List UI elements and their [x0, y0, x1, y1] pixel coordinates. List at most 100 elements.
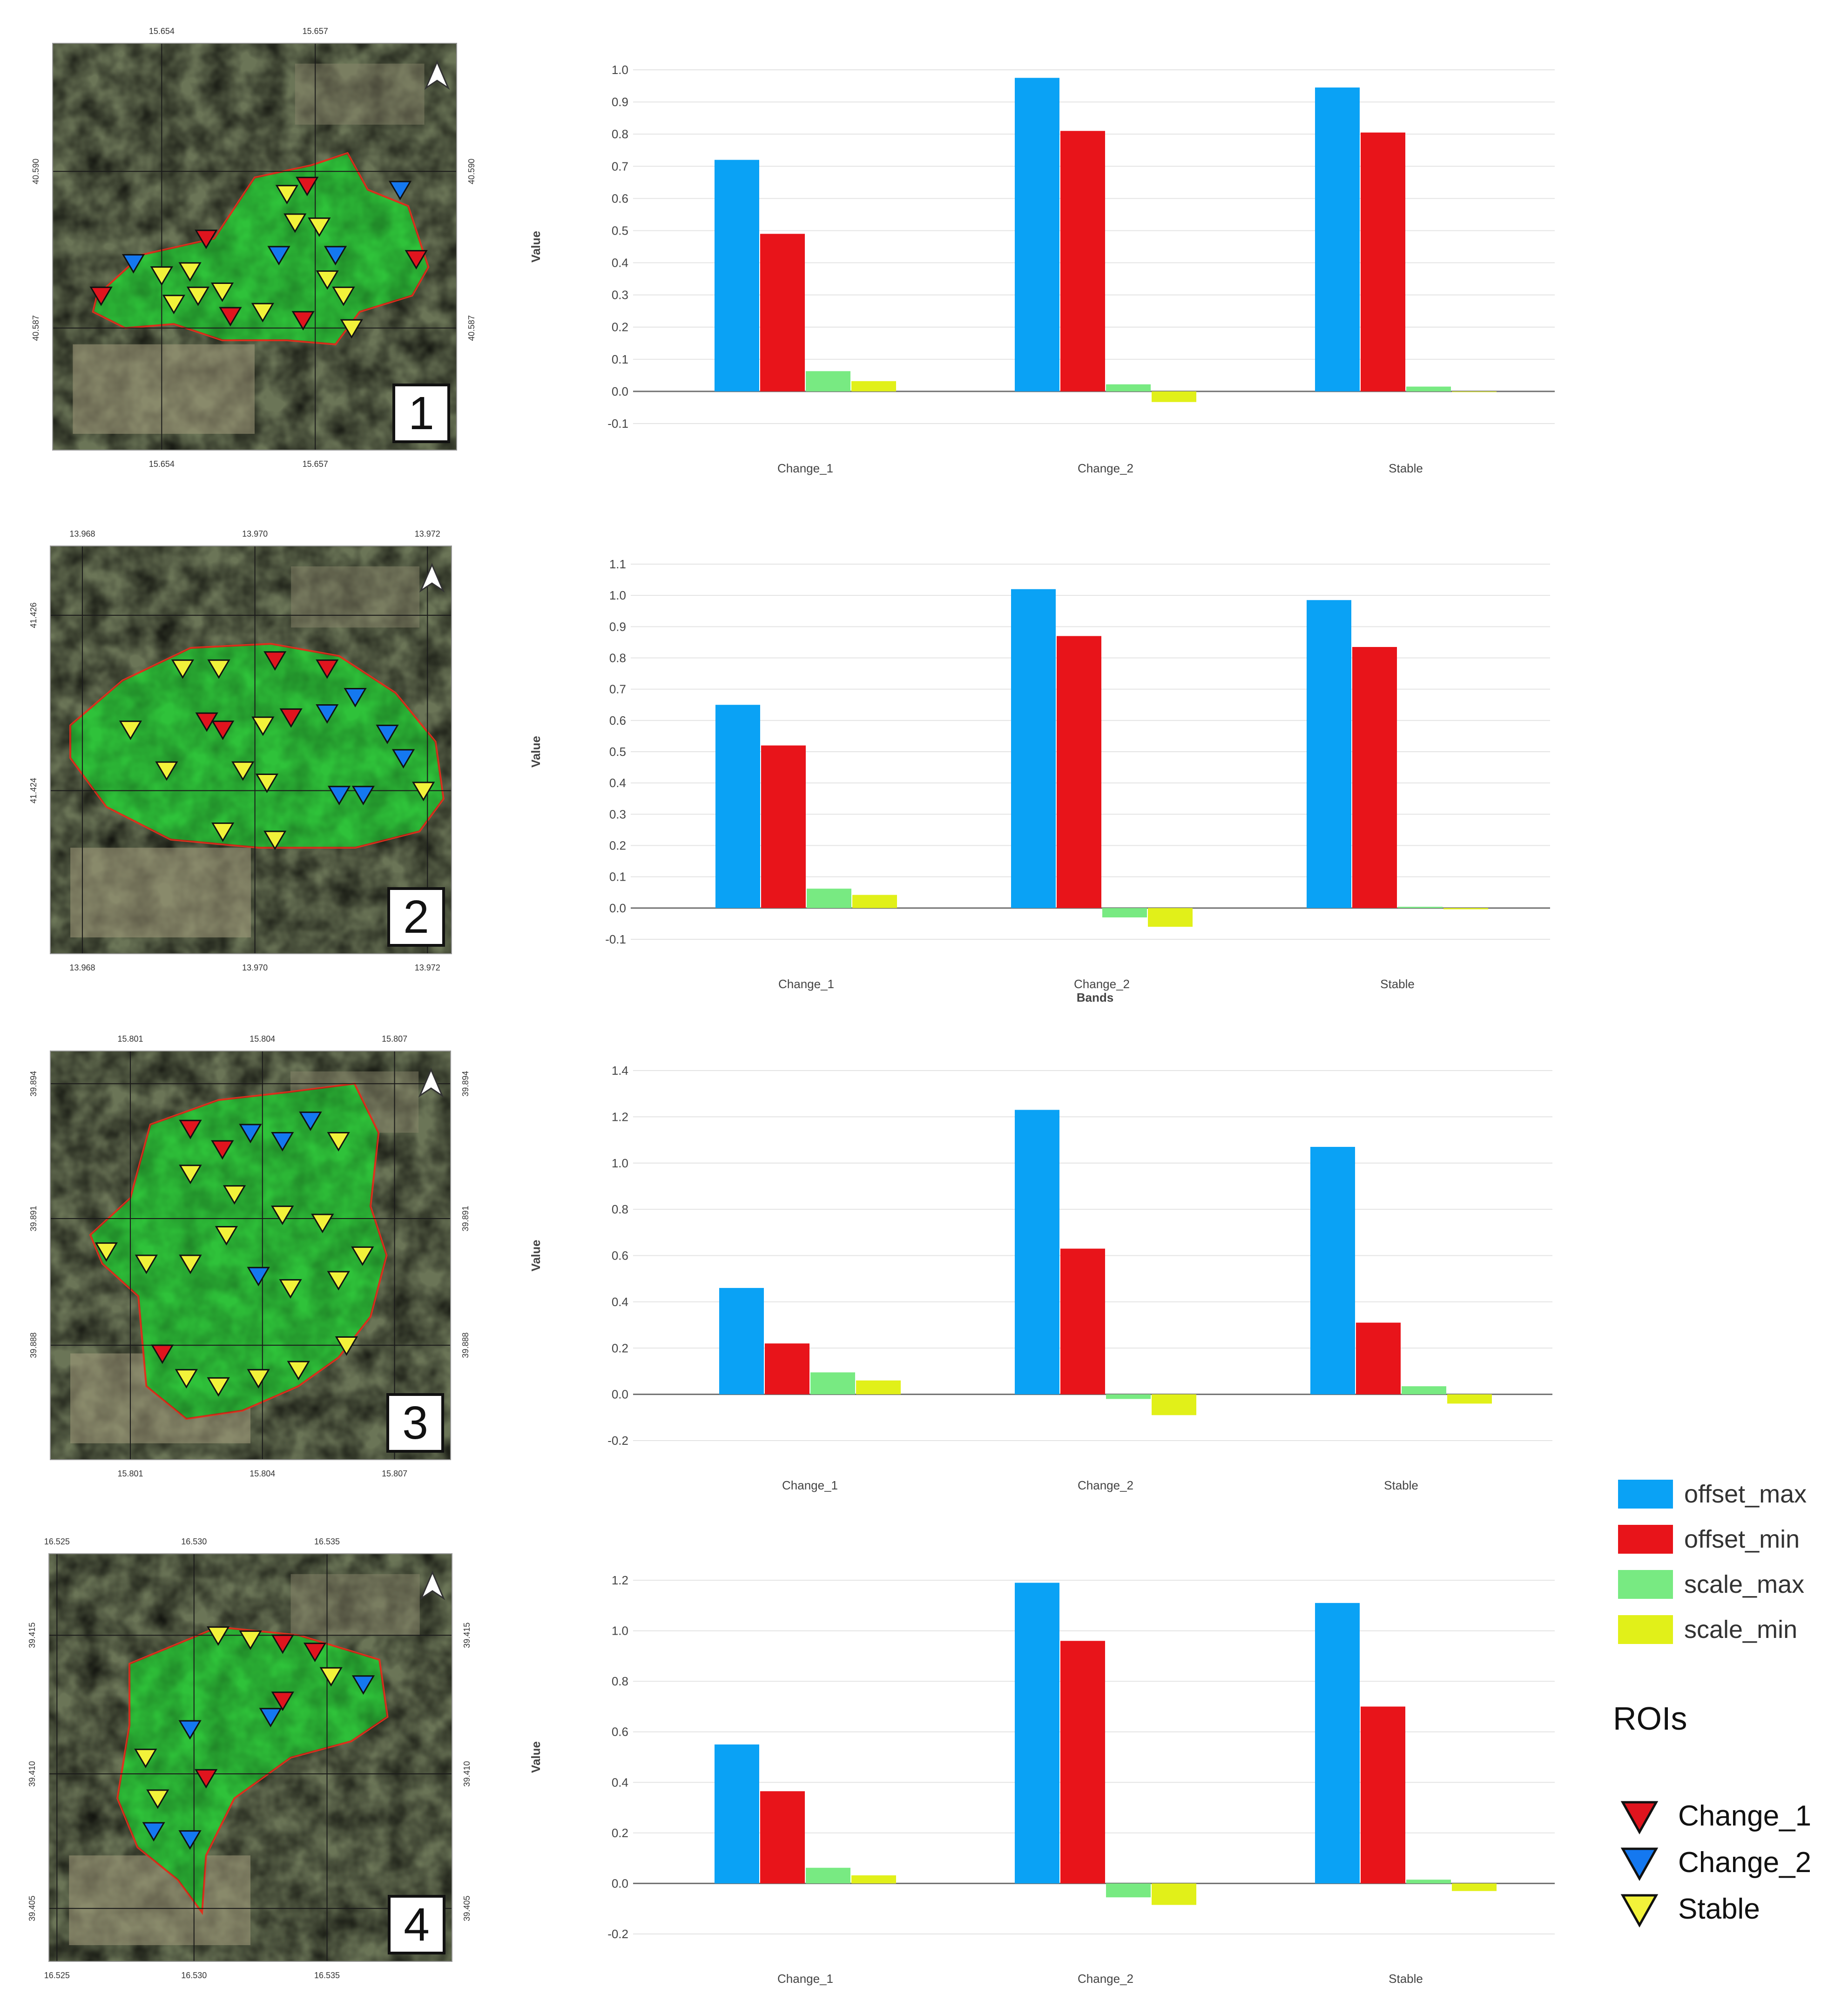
y-tick-label: 1.4	[612, 1064, 628, 1078]
left-tick-label: 39.410	[27, 1761, 37, 1787]
y-tick-label: 1.1	[609, 557, 626, 571]
roi-marker	[135, 1254, 158, 1274]
panel-number: 3	[402, 1397, 428, 1449]
bar-scale_min-Change_1	[852, 895, 897, 908]
roi-marker	[231, 761, 255, 781]
top-tick-label: 15.804	[250, 1034, 275, 1044]
roi-marker	[247, 1267, 270, 1287]
north-arrow-icon	[419, 563, 445, 593]
y-tick-label: 0.4	[612, 256, 628, 270]
roi-marker	[219, 307, 242, 327]
bar-offset_max-Change_2	[1011, 589, 1056, 908]
y-tick-label: 0.4	[612, 1775, 628, 1789]
roi-marker	[251, 716, 275, 736]
y-tick-label: 0.1	[612, 352, 628, 366]
roi-marker	[303, 1643, 327, 1662]
legend-roi-label: Change_1	[1678, 1800, 1811, 1832]
y-tick-label: 1.2	[612, 1110, 628, 1124]
y-tick-label: 0.5	[612, 223, 628, 237]
bar-scale_max-Change_1	[806, 371, 850, 391]
legend-swatch-offset_min	[1618, 1525, 1673, 1554]
y-tick-label: 0.6	[609, 714, 626, 728]
right-tick-label: 40.590	[467, 159, 476, 184]
y-tick-label: 0.1	[609, 870, 626, 884]
bar-offset_min-Change_1	[760, 234, 805, 391]
right-tick-label: 39.888	[461, 1333, 470, 1358]
bar-offset_max-Stable	[1315, 1603, 1360, 1884]
map-panels: 1 15.654 15.657 15.654 15.657 40.590 40.587 40.…	[27, 27, 476, 1980]
roi-marker	[146, 1789, 169, 1809]
legend-roi-label: Change_2	[1678, 1846, 1811, 1879]
y-tick-label: -0.2	[607, 1927, 628, 1941]
roi-marker	[195, 712, 218, 732]
roi-marker	[328, 786, 351, 806]
top-tick-label: 16.535	[314, 1537, 340, 1546]
y-axis-label: Value	[529, 1741, 543, 1773]
legend-rois-title: ROIs	[1613, 1700, 1687, 1737]
roi-marker	[211, 721, 235, 740]
left-tick-label: 39.891	[29, 1206, 38, 1231]
legend-label-offset_max: offset_max	[1684, 1480, 1807, 1508]
y-tick-label: 0.5	[609, 745, 626, 759]
x-tick-label: Change_1	[778, 977, 834, 991]
top-tick-label: 15.807	[382, 1034, 407, 1044]
map-frame	[48, 1553, 452, 1962]
roi-marker	[263, 830, 287, 850]
bar-scale_min-Change_2	[1152, 1394, 1196, 1415]
map-frame	[50, 1051, 451, 1460]
roi-marker	[175, 1369, 198, 1389]
panel-number: 1	[408, 387, 434, 439]
bar-offset_max-Change_1	[715, 705, 760, 908]
roi-marker	[186, 286, 210, 306]
bar-offset_min-Stable	[1361, 132, 1405, 391]
map-panel-2: 2 13.968 13.970 13.972 13.968 13.970 13.972 41.…	[29, 529, 452, 972]
roi-marker	[207, 1626, 230, 1646]
roi-marker	[121, 254, 145, 274]
legend-roi-marker-icon	[1620, 1894, 1659, 1928]
bar-offset_min-Change_2	[1057, 636, 1101, 908]
right-tick-label: 39.891	[461, 1206, 470, 1231]
legend-swatch-scale_max	[1618, 1570, 1673, 1599]
bottom-tick-label: 16.535	[314, 1971, 340, 1980]
left-tick-label: 39.415	[27, 1623, 37, 1648]
field-patch	[295, 63, 425, 125]
y-tick-label: 0.0	[612, 1876, 628, 1890]
roi-marker	[283, 213, 307, 233]
bar-scale_min-Change_2	[1152, 1883, 1196, 1905]
bar-scale_max-Stable	[1398, 907, 1443, 908]
north-arrow-icon	[419, 1570, 445, 1601]
y-tick-label: 0.4	[609, 776, 626, 790]
y-tick-label: 0.8	[612, 1674, 628, 1688]
x-tick-label: Change_2	[1078, 1478, 1133, 1492]
bar-chart-4: -0.2 0.0 0.2 0.4 0.6 0.8 1.0 1.2 Value Change_1 Ch…	[529, 1573, 1555, 1986]
roi-marker	[247, 1369, 270, 1389]
y-tick-label: 0.9	[612, 95, 628, 109]
y-axis-label: Value	[529, 736, 543, 768]
roi-marker	[271, 1634, 294, 1654]
field-patch	[69, 1855, 251, 1945]
bottom-tick-label: 13.968	[69, 963, 95, 972]
roi-marker	[291, 311, 315, 331]
bottom-tick-label: 15.804	[250, 1469, 275, 1478]
bar-scale_min-Stable	[1447, 1394, 1492, 1404]
bar-scale_min-Stable	[1452, 1883, 1497, 1891]
roi-marker	[195, 1769, 218, 1789]
top-tick-label: 15.654	[149, 27, 175, 36]
roi-marker	[327, 1271, 350, 1291]
bar-offset_min-Change_1	[761, 745, 806, 908]
roi-marker	[89, 286, 113, 306]
panel-number-box	[387, 887, 445, 947]
roi-marker	[171, 659, 195, 679]
y-tick-label: 1.0	[609, 588, 626, 602]
field-patch	[291, 566, 420, 628]
y-tick-label: 0.6	[612, 1249, 628, 1263]
map-panel-3: 3 15.801 15.804 15.807 15.801 15.804 15.807 39.…	[29, 1034, 470, 1478]
roi-marker	[211, 822, 235, 842]
bar-offset_max-Stable	[1310, 1146, 1355, 1395]
x-tick-label: Stable	[1389, 461, 1423, 475]
bar-scale_min-Stable	[1452, 391, 1497, 392]
bar-offset_min-Change_2	[1060, 1641, 1105, 1884]
roi-marker	[211, 1140, 234, 1160]
roi-marker	[179, 1254, 202, 1274]
left-tick-label: 41.426	[29, 602, 38, 628]
